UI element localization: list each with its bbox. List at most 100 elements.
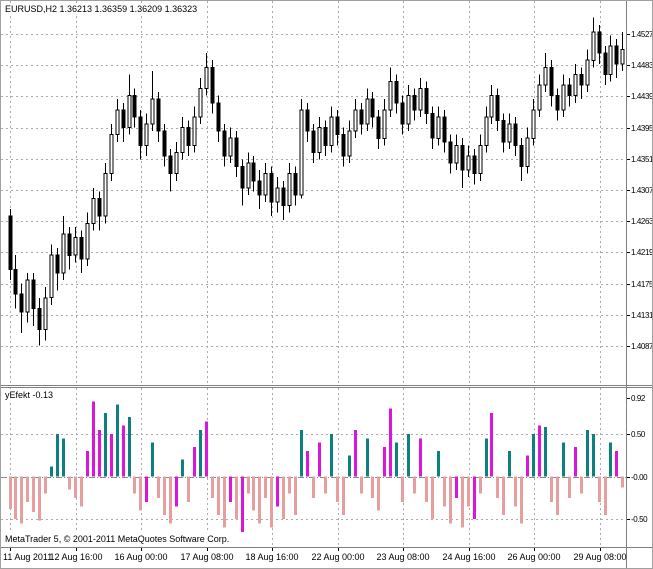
candle-body	[418, 88, 423, 111]
candle-body	[359, 109, 364, 125]
histogram-bar	[425, 476, 428, 502]
histogram-bar	[270, 476, 273, 528]
histogram-bar	[461, 476, 464, 528]
histogram-bar	[598, 476, 601, 502]
histogram-bar	[133, 476, 136, 494]
histogram-bar	[556, 476, 559, 515]
histogram-bar	[336, 476, 339, 502]
main-chart-area[interactable]	[1, 1, 626, 385]
histogram-bar	[592, 434, 595, 477]
histogram-bar	[169, 476, 172, 524]
histogram-bar	[80, 476, 83, 507]
candle-body	[43, 297, 48, 331]
candle-body	[251, 162, 256, 182]
indicator-panel-area[interactable]	[1, 388, 626, 547]
histogram-bar	[98, 429, 101, 477]
symbol-ohlc-label: EURUSD,H2 1.36213 1.36359 1.36209 1.3632…	[4, 3, 201, 15]
candle-body	[335, 116, 340, 136]
histogram-bar	[9, 476, 12, 509]
candle-body	[329, 116, 334, 146]
histogram-bar	[342, 476, 345, 515]
histogram-bar	[366, 438, 369, 477]
price-axis[interactable]	[626, 1, 652, 547]
candle-body	[91, 198, 96, 224]
histogram-bar	[318, 442, 321, 477]
histogram-bar	[383, 446, 386, 477]
candle-body	[507, 123, 512, 143]
histogram-bar	[110, 434, 113, 477]
histogram-bar	[479, 476, 482, 494]
histogram-bar	[377, 476, 380, 511]
candle-body	[263, 173, 268, 196]
candle-body	[484, 116, 489, 146]
histogram-bar	[413, 476, 416, 494]
time-axis[interactable]	[1, 547, 652, 568]
candle-body	[198, 88, 203, 118]
histogram-bar	[520, 476, 523, 524]
candle-body	[489, 95, 494, 118]
candle-body	[513, 123, 518, 146]
candle-body	[382, 109, 387, 139]
histogram-bar	[163, 476, 166, 515]
candle-body	[370, 98, 375, 118]
histogram-bar	[330, 434, 333, 477]
histogram-bar	[264, 476, 267, 498]
histogram-bar	[496, 476, 499, 498]
histogram-bar	[574, 446, 577, 477]
histogram-bar	[229, 476, 232, 502]
candle-body	[31, 279, 36, 310]
candle-body	[317, 127, 322, 153]
candle-body	[376, 116, 381, 139]
candle-body	[603, 52, 608, 75]
histogram-bar	[324, 476, 327, 494]
histogram-bar	[241, 476, 244, 532]
histogram-bar	[514, 476, 517, 507]
histogram-bar	[14, 476, 17, 519]
candle-body	[85, 222, 90, 260]
candle-body	[293, 173, 298, 196]
histogram-bar	[211, 476, 214, 498]
candle-body	[597, 31, 602, 54]
histogram-bar	[348, 455, 351, 477]
histogram-bar	[354, 429, 357, 477]
histogram-bar	[455, 476, 458, 498]
histogram-bar	[50, 466, 53, 477]
candle-body	[341, 134, 346, 157]
histogram-bar	[62, 438, 65, 477]
histogram-bar	[449, 476, 452, 524]
histogram-bar	[92, 401, 95, 477]
candle-body	[400, 102, 405, 125]
histogram-bar	[157, 476, 160, 498]
candle-body	[138, 116, 143, 146]
candle-body	[495, 95, 500, 121]
candle-body	[192, 116, 197, 146]
histogram-bar	[199, 429, 202, 477]
histogram-bar	[300, 429, 303, 477]
histogram-bar	[86, 451, 89, 477]
histogram-bar	[360, 476, 363, 494]
candle-body	[204, 66, 209, 90]
histogram-bar	[122, 425, 125, 477]
candle-body	[430, 112, 435, 139]
histogram-bar	[181, 459, 184, 477]
candle-body	[311, 130, 316, 153]
histogram-bar	[175, 476, 178, 507]
candle-body	[573, 73, 578, 97]
candle-body	[234, 137, 239, 168]
candle-body	[37, 307, 42, 331]
candle-body	[210, 66, 215, 104]
histogram-bar	[44, 476, 47, 494]
candle-body	[353, 109, 358, 132]
histogram-bar	[151, 442, 154, 477]
histogram-bar	[544, 427, 547, 477]
histogram-bar	[437, 451, 440, 477]
candle-body	[442, 116, 447, 143]
histogram-bar	[128, 417, 131, 477]
histogram-bar	[485, 438, 488, 477]
histogram-bar	[395, 442, 398, 477]
candle-body	[585, 59, 590, 86]
candle-body	[73, 237, 78, 256]
candle-body	[323, 127, 328, 146]
candle-body	[281, 187, 286, 207]
candle-body	[109, 134, 114, 175]
